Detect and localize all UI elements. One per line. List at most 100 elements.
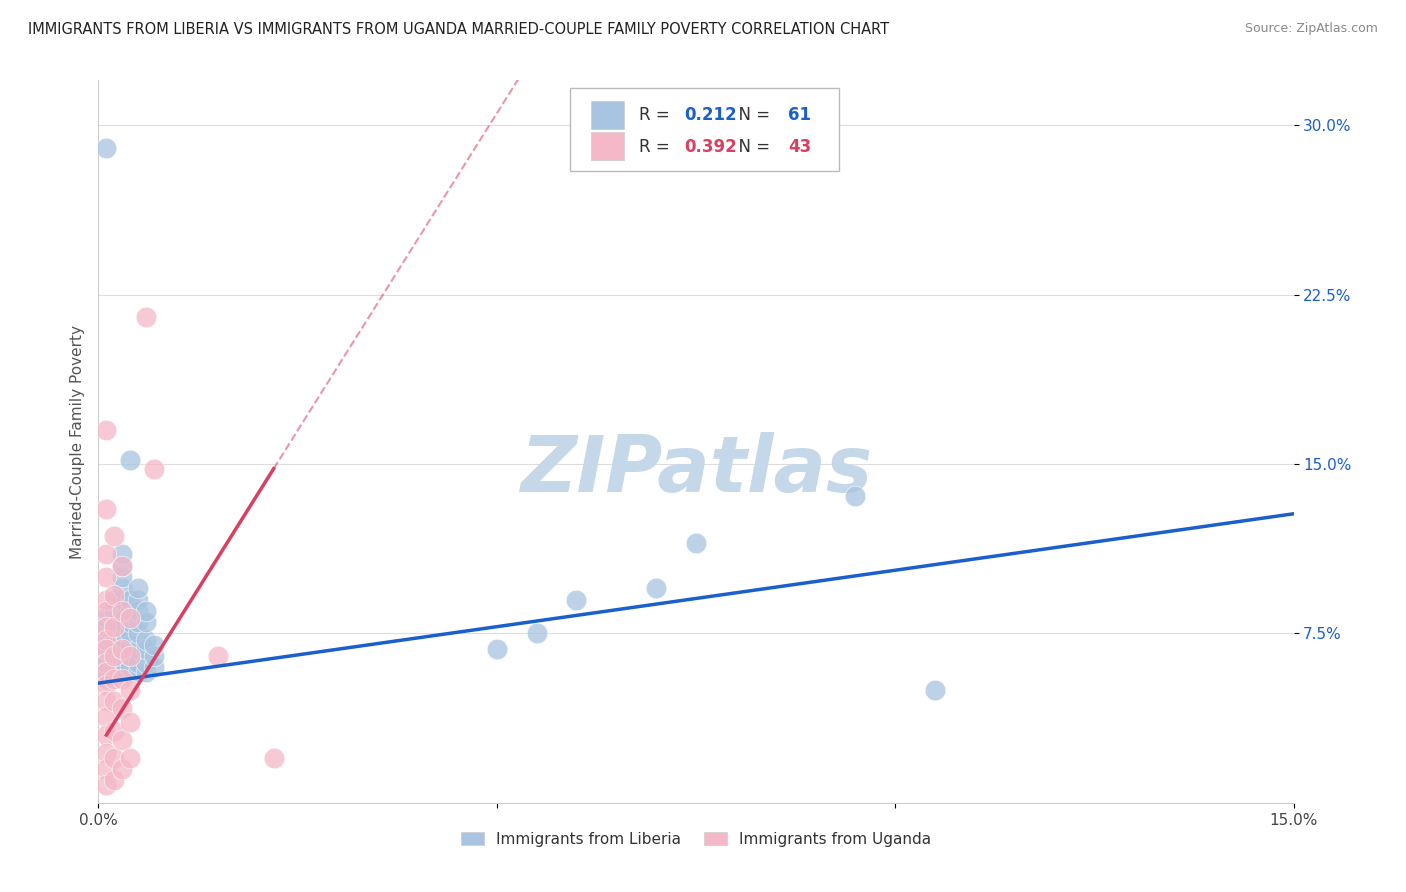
Text: N =: N = (728, 106, 776, 124)
Point (127, 642, 149, 657)
Point (111, 672, 134, 686)
Point (103, 604, 125, 618)
Text: R =: R = (638, 137, 675, 156)
Point (96, 694, 118, 708)
Point (103, 773, 125, 788)
Point (103, 529, 125, 543)
Point (120, 604, 142, 618)
Point (103, 648, 125, 663)
Point (111, 548, 134, 562)
Point (135, 633, 157, 648)
Point (127, 615, 149, 630)
Point (120, 452, 142, 467)
Point (111, 624, 134, 639)
Point (120, 592, 142, 607)
Point (111, 558, 134, 573)
Text: N =: N = (728, 137, 776, 156)
Point (96, 642, 118, 657)
Point (96, 665, 118, 679)
Point (565, 592, 588, 607)
Point (127, 656, 149, 670)
Point (111, 558, 134, 573)
Point (103, 620, 125, 634)
Point (96, 570, 118, 584)
Point (103, 638, 125, 652)
Point (103, 672, 125, 686)
Point (103, 648, 125, 663)
Point (103, 626, 125, 640)
Point (127, 582, 149, 596)
Point (111, 732, 134, 747)
Point (103, 665, 125, 679)
Point (143, 648, 166, 663)
Text: IMMIGRANTS FROM LIBERIA VS IMMIGRANTS FROM UGANDA MARRIED-COUPLE FAMILY POVERTY : IMMIGRANTS FROM LIBERIA VS IMMIGRANTS FR… (28, 22, 889, 37)
Point (844, 489, 866, 503)
Point (526, 626, 548, 640)
Point (96, 762, 118, 776)
Text: 0.212: 0.212 (685, 106, 737, 124)
FancyBboxPatch shape (591, 132, 624, 160)
FancyBboxPatch shape (571, 87, 839, 170)
Point (96, 656, 118, 670)
Point (120, 660, 142, 674)
Point (127, 665, 149, 679)
Point (96, 642, 118, 657)
Point (135, 665, 157, 679)
Point (111, 642, 134, 657)
Text: 43: 43 (787, 137, 811, 156)
Point (135, 310, 157, 325)
Point (96, 592, 118, 607)
Point (135, 642, 157, 657)
Point (103, 615, 125, 630)
Point (111, 582, 134, 596)
Legend: Immigrants from Liberia, Immigrants from Uganda: Immigrants from Liberia, Immigrants from… (454, 826, 938, 853)
Point (111, 633, 134, 648)
Text: Source: ZipAtlas.com: Source: ZipAtlas.com (1244, 22, 1378, 36)
Point (120, 648, 142, 663)
Point (111, 762, 134, 776)
Point (96, 678, 118, 692)
Point (96, 633, 118, 648)
Point (103, 723, 125, 738)
Point (135, 615, 157, 630)
Point (96, 604, 118, 618)
Point (120, 610, 142, 624)
Text: R =: R = (638, 106, 675, 124)
Point (685, 536, 707, 550)
Point (135, 604, 157, 618)
Point (96, 710, 118, 724)
Point (263, 750, 285, 764)
Point (120, 714, 142, 729)
Point (96, 502, 118, 516)
Point (96, 548, 118, 562)
Point (96, 746, 118, 760)
Point (111, 592, 134, 607)
Text: 0.392: 0.392 (685, 137, 737, 156)
Point (120, 682, 142, 697)
Point (96, 654, 118, 668)
Text: 61: 61 (787, 106, 811, 124)
Point (143, 660, 166, 674)
Y-axis label: Married-Couple Family Poverty: Married-Couple Family Poverty (69, 325, 84, 558)
Point (924, 682, 946, 697)
Point (143, 638, 166, 652)
Point (120, 638, 142, 652)
Point (120, 648, 142, 663)
Point (120, 750, 142, 764)
Point (96, 620, 118, 634)
Point (103, 660, 125, 674)
Point (111, 701, 134, 715)
Point (111, 604, 134, 618)
Point (120, 626, 142, 640)
Point (103, 694, 125, 708)
Point (96, 665, 118, 679)
Point (135, 656, 157, 670)
Point (127, 592, 149, 607)
Point (96, 672, 118, 686)
Point (111, 615, 134, 630)
Point (103, 588, 125, 602)
Point (111, 604, 134, 618)
Text: ZIPatlas: ZIPatlas (520, 433, 872, 508)
Point (103, 592, 125, 607)
Point (127, 626, 149, 640)
